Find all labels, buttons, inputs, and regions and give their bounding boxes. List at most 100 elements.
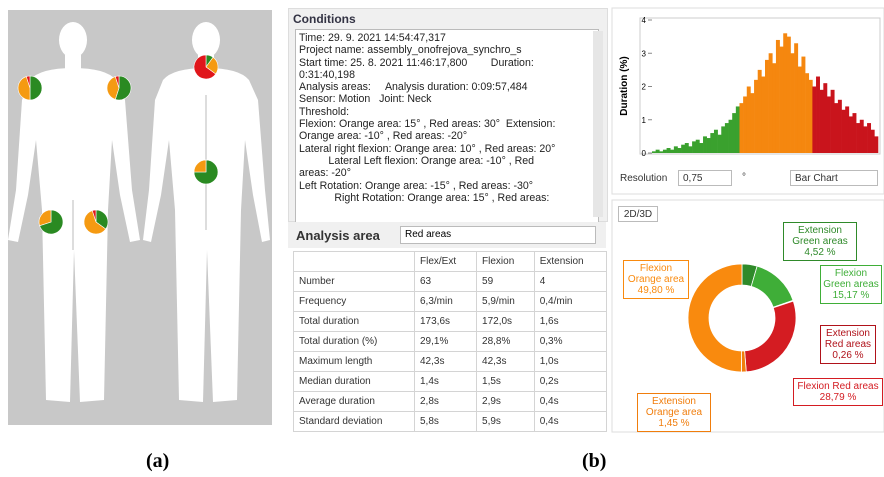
bar [729,120,733,153]
table-cell: 6,3/min [415,292,477,312]
bar [772,63,776,153]
bar [769,53,773,153]
table-cell: Maximum length [294,352,415,372]
table-row: Standard deviation5,8s5,9s0,4s [294,412,607,432]
bar [732,113,736,153]
bar [663,150,667,153]
bar [696,140,700,153]
figure: Duration (%) 01234 (a) (b) Conditions Ti… [0,0,884,477]
label-value: 15,17 % [823,290,879,301]
table-wrap: Flex/ExtFlexionExtensionNumber63594Frequ… [293,251,607,432]
table-row: Maximum length42,3s42,3s1,0s [294,352,607,372]
table-cell: 42,3s [415,352,477,372]
caption: (b) [582,450,606,473]
condition-line: Sensor: Motion Joint: Neck [299,93,595,105]
bar [780,47,784,153]
table-cell: 42,3s [477,352,535,372]
bar [834,103,838,153]
resolution-unit: ° [742,172,746,183]
bar [831,90,835,153]
condition-line: Project name: assembly_onofrejova_synchr… [299,44,595,56]
bar [823,83,827,153]
y-tick-label: 0 [642,149,647,158]
table-cell: 0,3% [534,332,606,352]
bar [652,151,656,153]
header-cell: Flex/Ext [415,252,477,272]
label-name: Flexion Green areas [823,268,879,290]
table-cell: 5,9s [477,412,535,432]
bar [776,40,780,153]
caption: (a) [146,450,169,473]
y-tick-label: 4 [642,16,647,25]
label-value: 4,52 % [786,247,854,258]
bar [827,96,831,153]
bar [721,126,725,153]
table-cell: 172,0s [477,312,535,332]
table-cell: 2,8s [415,392,477,412]
condition-line: Flexion: Orange area: 15° , Red areas: 3… [299,118,595,130]
table-cell: Average duration [294,392,415,412]
bar [750,93,754,153]
bar [674,146,678,153]
table-cell: 5,8s [415,412,477,432]
bar [842,110,846,153]
bar [670,150,674,153]
view-button[interactable]: 2D/3D [618,206,658,222]
scrollbar[interactable] [593,31,603,217]
bar [739,103,743,153]
bar [845,106,849,153]
table-cell: 0,2s [534,372,606,392]
condition-line: Analysis areas: Analysis duration: 0:09:… [299,81,595,93]
table-cell: 1,5s [477,372,535,392]
table-cell: Total duration [294,312,415,332]
y-tick-label: 3 [642,49,647,58]
table-cell: Standard deviation [294,412,415,432]
header-cell [294,252,415,272]
chart-type-dropdown[interactable]: Bar Chart [790,170,878,186]
bar [805,73,809,153]
bar [714,130,718,153]
bar [812,87,816,154]
bar [856,123,860,153]
bar [874,136,878,153]
table-cell: 0,4s [534,392,606,412]
bar [747,87,751,154]
table-cell: 173,6s [415,312,477,332]
label-value: 1,45 % [640,418,708,429]
table-row: Total duration173,6s172,0s1,6s [294,312,607,332]
bar [710,133,714,153]
label: Analysis area [296,228,380,243]
condition-line: Lateral Left flexion: Orange area: -10° … [299,155,595,167]
table-cell: 0,4/min [534,292,606,312]
bar [692,141,696,153]
condition-line: Left Rotation: Orange area: -15° , Red a… [299,180,595,192]
bar [794,43,798,153]
bar [816,77,820,153]
table-cell: Total duration (%) [294,332,415,352]
bar [699,143,703,153]
label-value: 0,26 % [823,350,873,361]
table-cell: 29,1% [415,332,477,352]
y-tick-label: 1 [642,116,647,125]
bar [736,106,740,153]
resolution-input[interactable]: 0,75 [678,170,732,186]
dropdown[interactable]: Red areas [400,226,596,244]
bar [791,53,795,153]
bar [703,136,707,153]
bar [867,123,871,153]
table-cell: 0,4s [534,412,606,432]
panel-title: Conditions [293,12,356,26]
bar [659,151,663,153]
bar [685,143,689,153]
table-cell: 1,6s [534,312,606,332]
condition-line: Right Rotation: Orange area: 15° , Red a… [299,192,595,204]
table-cell: 1,0s [534,352,606,372]
table-cell: 28,8% [477,332,535,352]
bar [871,130,875,153]
bar [820,90,824,153]
label-name: Extension Green areas [786,225,854,247]
table-row: Frequency6,3/min5,9/min0,4/min [294,292,607,312]
